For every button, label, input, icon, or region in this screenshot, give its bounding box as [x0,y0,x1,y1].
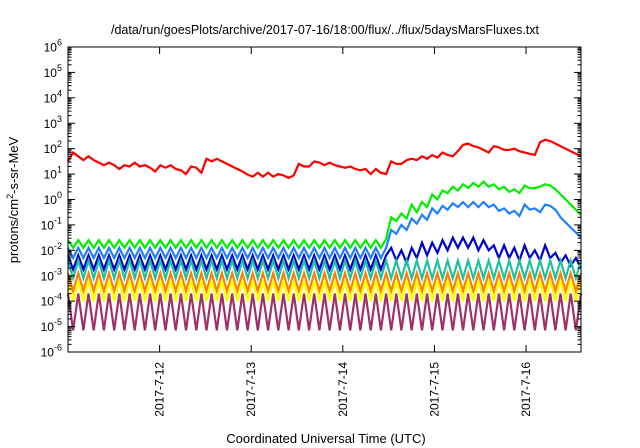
x-tick-label: 2017-7-13 [244,362,258,417]
y-label-superscript: 2 [5,194,15,199]
plot-frame [67,46,582,353]
series-line-3 [67,200,582,261]
y-tick-label: 101 [44,165,62,182]
y-tick-label: 106 [44,38,62,55]
y-tick-label: 102 [44,139,62,156]
y-tick-label: 103 [44,114,62,131]
y-tick-label: 105 [44,63,62,80]
y-tick-label: 10-6 [41,343,62,360]
y-axis: 10-6 10-5 10-4 10-3 10-2 10-1 100 101 102 103 104 1… [41,38,581,360]
y-tick-label: 10-4 [41,292,62,309]
series-line-5 [66,256,583,283]
y-tick-label: 10-1 [41,215,62,232]
series-line-7 [66,280,583,302]
series-line-6 [66,269,583,295]
chart-title: /data/run/goesPlots/archive/2017-07-16/1… [111,23,540,37]
series-layer [66,138,583,331]
y-tick-label: 100 [44,190,62,207]
x-tick-label: 2017-7-14 [336,362,350,417]
y-axis-label: protons/cm2-s-sr-MeV [5,136,21,263]
y-tick-label: 10-3 [41,266,62,283]
series-line-2 [67,180,582,250]
x-axis-label: Coordinated Universal Time (UTC) [226,431,425,446]
series-line-8 [66,293,583,331]
y-tick-label: 10-2 [41,241,62,258]
y-tick-label: 10-5 [41,317,62,334]
x-tick-label: 2017-7-16 [519,362,533,417]
y-label-part-1: protons/cm [6,199,21,263]
y-tick-label: 104 [44,88,62,105]
x-axis: 2017-7-12 2017-7-13 2017-7-14 2017-7-15 2017… [153,47,533,417]
x-tick-label: 2017-7-12 [153,362,167,417]
series-line-4 [66,234,582,273]
series-line-1 [67,138,582,180]
y-label-part-2: -s-sr-MeV [6,136,21,193]
x-tick-label: 2017-7-15 [427,362,441,417]
